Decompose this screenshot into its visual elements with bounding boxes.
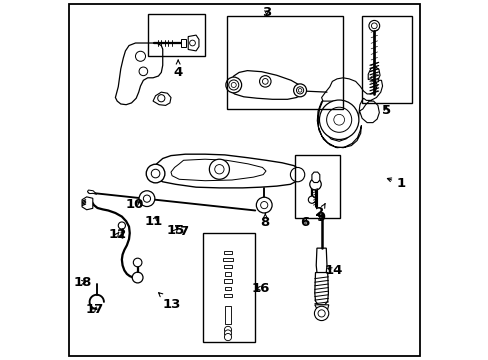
Circle shape (225, 77, 241, 93)
Polygon shape (311, 172, 319, 183)
Polygon shape (115, 43, 163, 105)
Polygon shape (82, 197, 93, 210)
Circle shape (228, 80, 238, 90)
Bar (224, 294, 231, 297)
Polygon shape (317, 67, 382, 148)
Circle shape (256, 197, 271, 213)
Circle shape (189, 40, 195, 46)
Circle shape (259, 76, 270, 87)
Circle shape (309, 179, 321, 190)
Circle shape (209, 159, 229, 179)
Circle shape (214, 165, 224, 174)
Text: 10: 10 (126, 198, 144, 211)
Text: 13: 13 (158, 293, 181, 311)
Polygon shape (181, 40, 186, 46)
Circle shape (319, 100, 358, 139)
Circle shape (368, 21, 379, 31)
Text: 5: 5 (381, 104, 390, 117)
Circle shape (224, 330, 231, 337)
Text: 6: 6 (300, 216, 309, 229)
Bar (148, 14, 204, 56)
Polygon shape (188, 35, 199, 51)
Circle shape (317, 310, 325, 317)
Polygon shape (224, 306, 230, 324)
Bar (294, 155, 339, 218)
Bar (226, 17, 343, 109)
Circle shape (293, 84, 306, 97)
Polygon shape (314, 305, 328, 314)
Bar (225, 287, 230, 290)
Circle shape (333, 114, 344, 125)
Text: 1: 1 (386, 177, 406, 190)
Circle shape (231, 82, 236, 87)
Circle shape (158, 95, 164, 102)
Text: 11: 11 (145, 215, 163, 228)
Bar (223, 279, 232, 283)
Bar (203, 233, 255, 342)
Circle shape (262, 78, 267, 84)
Circle shape (224, 326, 231, 333)
Circle shape (151, 169, 160, 178)
Text: 17: 17 (85, 303, 103, 316)
Text: 3: 3 (262, 6, 271, 19)
Text: 4: 4 (173, 60, 183, 79)
Bar (224, 272, 231, 276)
Polygon shape (171, 159, 265, 181)
Circle shape (139, 191, 155, 207)
Circle shape (326, 107, 351, 132)
Bar (223, 258, 233, 261)
Circle shape (308, 196, 315, 203)
Polygon shape (316, 248, 326, 275)
Circle shape (135, 51, 145, 61)
Circle shape (143, 195, 150, 202)
Text: 12: 12 (108, 228, 126, 241)
Circle shape (132, 272, 142, 283)
Polygon shape (228, 71, 303, 99)
Text: 2: 2 (315, 203, 325, 220)
Bar (362, 17, 411, 103)
Polygon shape (153, 92, 171, 105)
Circle shape (118, 222, 125, 229)
Text: 16: 16 (251, 282, 269, 295)
Bar (224, 265, 231, 268)
Polygon shape (152, 154, 301, 188)
Circle shape (139, 67, 147, 76)
Circle shape (260, 202, 267, 209)
Polygon shape (87, 190, 97, 194)
Text: 7: 7 (175, 225, 188, 238)
Text: 14: 14 (324, 264, 342, 277)
Circle shape (296, 87, 303, 94)
Bar (224, 251, 231, 254)
Circle shape (298, 89, 301, 92)
Circle shape (314, 306, 328, 320)
Text: 18: 18 (73, 276, 91, 289)
Circle shape (133, 258, 142, 267)
Text: 8: 8 (260, 213, 269, 229)
Circle shape (146, 164, 164, 183)
Circle shape (371, 23, 376, 29)
Text: 15: 15 (166, 224, 184, 238)
Text: 9: 9 (316, 211, 325, 224)
Circle shape (290, 167, 304, 182)
Polygon shape (314, 273, 328, 305)
Circle shape (224, 333, 231, 341)
